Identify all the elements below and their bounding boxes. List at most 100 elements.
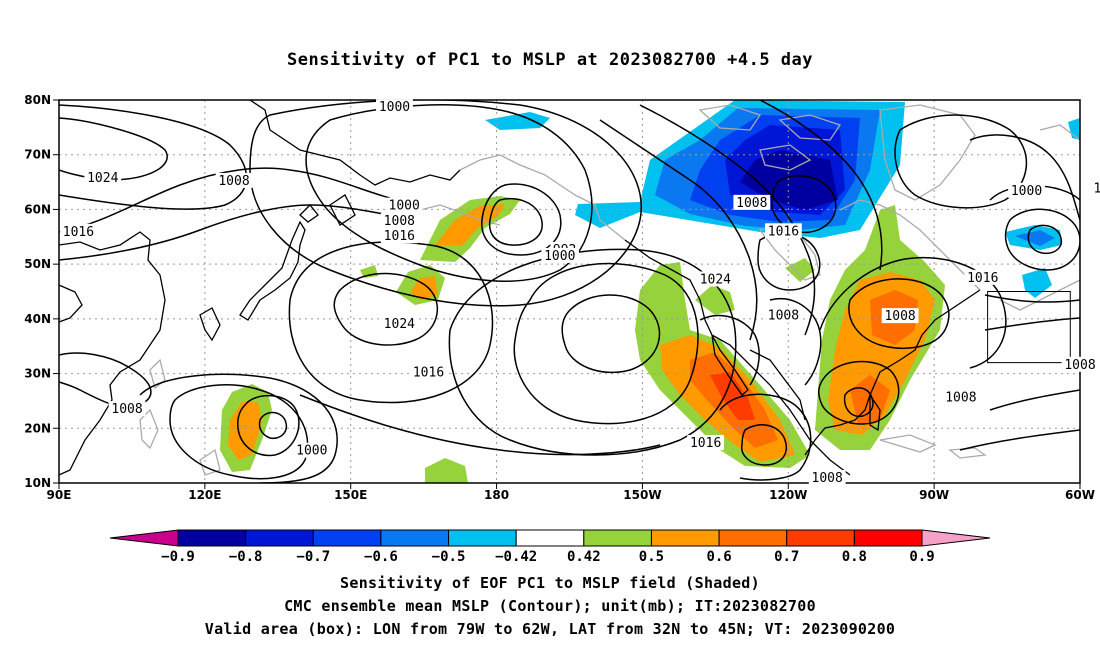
lat-label: 30N [24, 367, 51, 381]
caption-contour: CMC ensemble mean MSLP (Contour); unit(m… [284, 597, 816, 615]
lon-label: 180 [484, 488, 509, 502]
colorbar-swatch [718, 529, 788, 547]
svg-text:1008: 1008 [736, 196, 767, 211]
contour-label: 1016 [964, 269, 1002, 286]
svg-text:1024: 1024 [700, 272, 731, 287]
contour-label: 1008 [380, 212, 418, 229]
lon-label: 120W [769, 488, 807, 502]
negative-sensitivity-area [1068, 118, 1080, 140]
colorbar-label: 0.6 [706, 549, 731, 565]
colorbar-label: −0.6 [364, 549, 398, 565]
contour-label: 1008 [108, 401, 146, 417]
negative-sensitivity-area [1022, 268, 1052, 298]
contour-label: 1000 [541, 247, 579, 264]
contour-label: 1024 [696, 271, 734, 287]
colorbar-swatch [583, 529, 652, 547]
colorbar-label: −0.5 [432, 549, 466, 565]
svg-text:1000: 1000 [544, 249, 575, 264]
svg-text:1016: 1016 [690, 436, 721, 451]
contour-label: 1008 [215, 172, 253, 189]
svg-text:1024: 1024 [384, 317, 415, 332]
lat-label: 80N [24, 93, 51, 107]
contour-label: 1016 [60, 223, 97, 240]
positive-sensitivity-area [785, 258, 815, 282]
colorbar-label: 0.9 [909, 549, 934, 565]
contour-labels: 1000102410081016100010081016992100010081… [60, 99, 1100, 486]
colorbar-swatch [786, 529, 855, 547]
colorbar-label: 0.5 [639, 549, 664, 565]
lon-label: 120E [188, 488, 221, 502]
contour-label: 1016 [765, 223, 802, 239]
lat-label: 40N [24, 312, 51, 326]
positive-sensitivity-area [710, 372, 755, 420]
coastlines [59, 100, 1080, 476]
colorbar-swatch [853, 529, 923, 547]
lat-label: 50N [24, 257, 51, 271]
colorbar-triangle-low [109, 529, 179, 547]
svg-text:1000: 1000 [296, 444, 327, 459]
contour-label: 1008 [765, 307, 802, 324]
caption-valid-area: Valid area (box): LON from 79W to 62W, L… [204, 620, 896, 638]
lon-label: 60W [1065, 488, 1095, 502]
lat-label: 70N [24, 148, 51, 162]
contour-label: 1024 [84, 170, 122, 186]
colorbar-swatch [177, 529, 247, 547]
axis-ticks [53, 99, 1081, 489]
contour-label: 1016 [410, 364, 447, 380]
colorbar-swatch [245, 529, 314, 547]
contour-label: 1016 [687, 435, 725, 451]
lon-label: 150E [334, 488, 367, 502]
plot-title: Sensitivity of PC1 to MSLP at 2023082700… [286, 50, 813, 70]
colorbar-swatch [650, 529, 720, 547]
positive-sensitivity-area [435, 204, 505, 246]
svg-text:1016: 1016 [63, 225, 94, 240]
svg-text:1008: 1008 [218, 174, 249, 189]
sensitivity-shading [220, 100, 1080, 483]
negative-sensitivity-area [485, 112, 550, 130]
colorbar-label: −0.42 [495, 549, 537, 565]
positive-sensitivity-area [695, 285, 735, 315]
map-frame [58, 99, 1081, 484]
valid-area-box [987, 291, 1071, 364]
contour-label: 1008 [942, 389, 980, 406]
longitude-labels: 90E 120E 150E 180 150W 120W 90W 60W [47, 488, 1095, 502]
positive-sensitivity-area [228, 402, 262, 460]
colorbar-label: 0.42 [567, 549, 601, 565]
svg-text:1016: 1016 [384, 229, 415, 244]
colorbar-label: −0.7 [296, 549, 330, 565]
lat-label: 20N [24, 421, 51, 435]
lon-label: 150W [623, 488, 661, 502]
contour-label: 1008 [1061, 356, 1099, 373]
latitude-labels: 10N 20N 30N 40N 50N 60N 70N 80N [24, 93, 51, 490]
svg-text:1016: 1016 [768, 224, 799, 239]
svg-text:1008: 1008 [812, 471, 843, 486]
svg-text:1016: 1016 [413, 365, 444, 380]
contour-label: 1000 [376, 99, 413, 115]
svg-text:1008: 1008 [884, 309, 915, 324]
svg-text:1016: 1016 [967, 271, 998, 286]
colorbar-swatch [312, 529, 382, 547]
contour-label: 1000 [385, 197, 423, 214]
svg-text:1008: 1008 [384, 214, 415, 229]
svg-text:1024: 1024 [87, 171, 118, 186]
svg-text:1000: 1000 [1011, 184, 1042, 199]
svg-text:1008: 1008 [111, 402, 142, 417]
contour-label: 1008 [733, 194, 771, 211]
colorbar-label: 0.8 [842, 549, 867, 565]
svg-text:1000: 1000 [379, 100, 410, 115]
lat-label: 60N [24, 202, 51, 216]
contour-label: 1016 [380, 228, 418, 244]
svg-text:1000: 1000 [389, 199, 420, 214]
contour-label: 1008 [808, 470, 846, 486]
contour-label: 1008 [881, 308, 919, 324]
colorbar: −0.9 −0.8 −0.7 −0.6 −0.5 −0.42 0.42 0.5 0.6 0.7 0.… [109, 529, 991, 565]
svg-text:1008: 1008 [1064, 358, 1095, 373]
colorbar-swatch [515, 529, 585, 547]
contour-label: 1000 [1090, 180, 1100, 197]
contour-label: 1024 [380, 315, 418, 332]
lon-label: 90E [47, 488, 72, 502]
contour-label: 1000 [1008, 182, 1045, 199]
svg-text:1000: 1000 [1094, 182, 1100, 197]
lon-label: 90W [919, 488, 949, 502]
